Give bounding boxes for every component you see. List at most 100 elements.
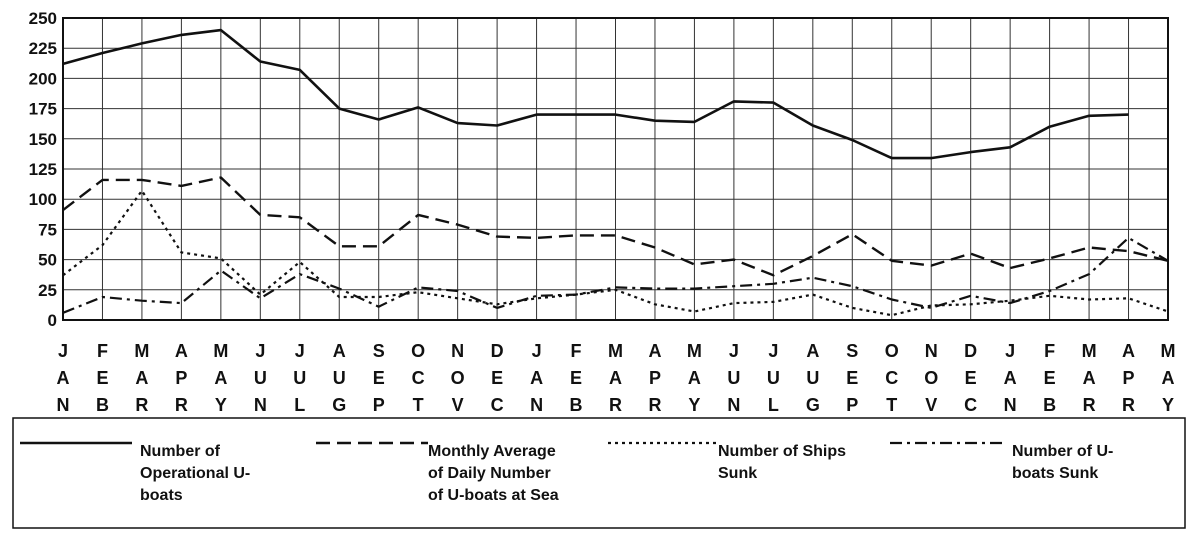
x-tick-label: JAN: [530, 341, 543, 415]
x-tick-label: SEP: [373, 341, 385, 415]
y-tick-label: 250: [29, 9, 57, 28]
x-tick-letter: T: [413, 395, 424, 415]
y-tick-label: 225: [29, 39, 57, 58]
x-tick-label: JUN: [254, 341, 267, 415]
x-tick-letter: C: [412, 368, 425, 388]
x-tick-letter: A: [214, 368, 227, 388]
x-tick-label: MAR: [608, 341, 623, 415]
x-tick-label: MAR: [134, 341, 149, 415]
x-tick-label: SEP: [846, 341, 858, 415]
legend-item: Monthly Average of Daily Number of U-boats…: [316, 441, 559, 504]
y-tick-label: 100: [29, 190, 57, 209]
x-tick-label: JUN: [727, 341, 740, 415]
x-tick-letter: R: [175, 395, 188, 415]
x-tick-letter: J: [295, 341, 305, 361]
x-tick-letter: N: [727, 395, 740, 415]
x-tick-letter: M: [134, 341, 149, 361]
x-tick-letter: N: [254, 395, 267, 415]
x-tick-letter: N: [57, 395, 70, 415]
x-tick-letter: L: [294, 395, 305, 415]
x-tick-letter: S: [846, 341, 858, 361]
x-tick-label: NOV: [924, 341, 938, 415]
x-tick-label: JAN: [57, 341, 70, 415]
x-tick-letter: U: [254, 368, 267, 388]
x-tick-letter: R: [648, 395, 661, 415]
legend-label: Number of Ships: [718, 443, 846, 460]
x-tick-letter: U: [293, 368, 306, 388]
x-tick-letter: A: [1162, 368, 1175, 388]
legend-label: Number of U-: [1012, 443, 1113, 460]
x-tick-label: MAR: [1082, 341, 1097, 415]
x-tick-letter: N: [451, 341, 464, 361]
x-tick-letter: R: [135, 395, 148, 415]
y-tick-label: 25: [38, 281, 57, 300]
x-tick-letter: M: [1082, 341, 1097, 361]
legend-label: Monthly Average: [428, 443, 556, 460]
y-tick-label: 200: [29, 69, 57, 88]
y-axis: 0 25 50 75 100 125 150 175 200 225 250: [29, 9, 57, 330]
y-tick-label: 50: [38, 251, 57, 270]
x-tick-letter: A: [609, 368, 622, 388]
x-tick-letter: O: [924, 368, 938, 388]
x-tick-label: APR: [648, 341, 661, 415]
x-tick-letter: C: [491, 395, 504, 415]
x-tick-letter: V: [452, 395, 464, 415]
x-tick-label: APR: [1122, 341, 1135, 415]
x-tick-letter: J: [1005, 341, 1015, 361]
series-line-1: [62, 28, 1129, 160]
plot-area-frame: [62, 17, 1169, 321]
x-tick-letter: E: [373, 368, 385, 388]
x-tick-letter: B: [96, 395, 109, 415]
x-axis: JANFEBMARAPRMAYJUNJULAUGSEPOCTNOVDECJANF…: [57, 341, 1176, 415]
legend-item: Number of Operational U-boats: [20, 441, 250, 504]
x-tick-letter: S: [373, 341, 385, 361]
x-tick-label: AUG: [806, 341, 820, 415]
x-tick-letter: A: [175, 341, 188, 361]
legend-label: Sunk: [718, 465, 757, 482]
series-line-2: [62, 176, 1169, 277]
x-tick-letter: Y: [688, 395, 700, 415]
y-tick-label: 175: [29, 100, 57, 119]
x-tick-letter: N: [530, 395, 543, 415]
x-tick-label: FEB: [570, 341, 583, 415]
x-tick-label: JUL: [767, 341, 780, 415]
x-tick-letter: M: [687, 341, 702, 361]
x-tick-letter: P: [1123, 368, 1135, 388]
x-tick-label: MAY: [213, 341, 228, 415]
x-tick-letter: R: [1083, 395, 1096, 415]
x-tick-letter: P: [373, 395, 385, 415]
x-tick-letter: E: [96, 368, 108, 388]
x-tick-letter: A: [806, 341, 819, 361]
x-tick-label: JAN: [1004, 341, 1017, 415]
x-tick-letter: G: [332, 395, 346, 415]
x-tick-letter: R: [1122, 395, 1135, 415]
x-tick-letter: J: [768, 341, 778, 361]
legend-item: Number of U-boats Sunk: [890, 441, 1113, 482]
x-tick-letter: O: [885, 341, 899, 361]
x-tick-label: NOV: [451, 341, 465, 415]
x-tick-letter: A: [1083, 368, 1096, 388]
x-tick-letter: F: [97, 341, 108, 361]
x-tick-letter: E: [491, 368, 503, 388]
x-tick-letter: G: [806, 395, 820, 415]
x-tick-letter: D: [491, 341, 504, 361]
x-tick-letter: J: [532, 341, 542, 361]
x-tick-letter: M: [213, 341, 228, 361]
x-tick-letter: E: [965, 368, 977, 388]
x-tick-letter: U: [806, 368, 819, 388]
x-tick-letter: A: [1004, 368, 1017, 388]
x-tick-letter: A: [333, 341, 346, 361]
x-tick-letter: O: [411, 341, 425, 361]
series-line-4: [62, 236, 1169, 314]
x-tick-label: FEB: [96, 341, 109, 415]
legend: Number of Operational U-boats Monthly Aver…: [20, 441, 1113, 504]
x-tick-letter: C: [964, 395, 977, 415]
x-tick-letter: A: [648, 341, 661, 361]
x-tick-letter: Y: [215, 395, 227, 415]
x-tick-label: MAY: [687, 341, 702, 415]
x-tick-letter: P: [649, 368, 661, 388]
x-tick-label: AUG: [332, 341, 346, 415]
x-tick-letter: E: [1044, 368, 1056, 388]
legend-item: Number of Ships Sunk: [608, 441, 846, 482]
x-tick-letter: J: [255, 341, 265, 361]
